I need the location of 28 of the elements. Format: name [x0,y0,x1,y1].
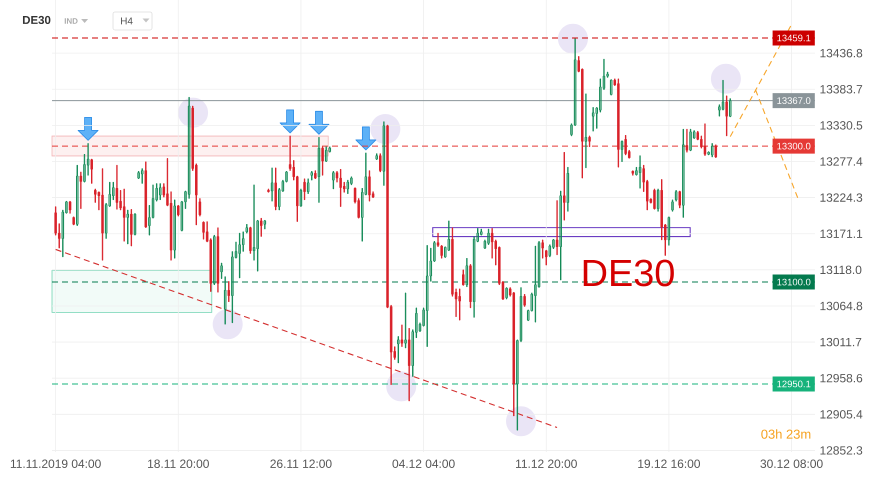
ref-line-label: 13100.0 [777,278,810,286]
y-tick-label: 13064.8 [820,302,862,310]
y-tick-label: 13224.3 [820,193,862,202]
y-tick-label: 12958.6 [820,374,862,382]
x-tick-label: 26.11 12:00 [270,460,332,468]
y-tick-label: 13277.4 [820,157,862,166]
annotation: 03h 23m [761,429,810,439]
y-tick-label: 13436.8 [820,48,862,58]
y-tick-label: 13383.7 [820,85,862,94]
annotation: DE30 [584,260,674,286]
y-tick-label: 12852.3 [820,446,862,455]
ref-line-label: 13459.1 [777,34,810,42]
y-tick-label: 13171.1 [820,230,862,238]
y-tick-label: 13330.5 [820,121,862,130]
x-tick-label: 11.11.2019 04:00 [10,460,101,468]
ref-line-label: 13367.0 [777,97,810,104]
y-tick-label: 13118.0 [820,266,862,274]
annotation: H4 [121,18,133,24]
x-tick-label: 19.12 16:00 [638,460,700,468]
x-tick-label: 18.11 20:00 [148,460,209,468]
y-tick-label: 12905.4 [820,410,862,419]
x-tick-label: 04.12 04:00 [392,460,455,468]
ref-line-label: 12950.1 [777,380,810,388]
ref-line-label: 13300.0 [777,142,810,150]
x-tick-label: 30.12 08:00 [760,460,823,468]
text: DE30 [22,16,50,24]
x-tick-label: 11.12 20:00 [516,460,577,468]
y-tick-label: 13011.7 [820,338,862,346]
